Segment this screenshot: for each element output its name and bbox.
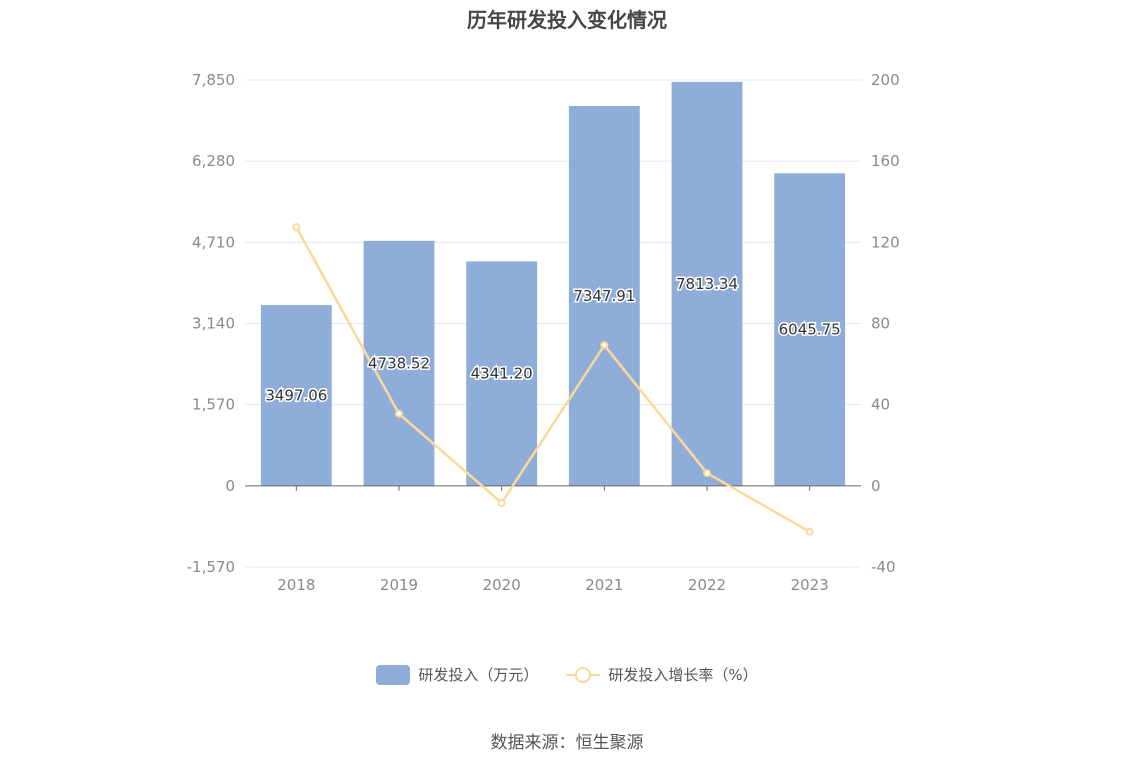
legend-item-line[interactable]: 研发投入增长率（%） (566, 664, 758, 685)
growth-point (292, 223, 301, 232)
bar-value-label: 4341.20 (471, 365, 533, 383)
bar-value-label: 7813.34 (676, 275, 738, 293)
y-right-tick-label: -40 (871, 558, 896, 576)
bar (260, 305, 332, 486)
bar-value-label: 3497.06 (265, 386, 327, 404)
y-left-tick-label: -1,570 (187, 558, 235, 576)
y-left-tick-label: 6,280 (192, 152, 235, 170)
growth-point (497, 498, 506, 507)
legend-line-swatch (566, 665, 601, 685)
bar (671, 81, 743, 486)
x-tick-label: 2018 (277, 576, 315, 594)
x-tick-label: 2019 (380, 576, 418, 594)
growth-point (703, 469, 711, 478)
x-tick-label: 2023 (791, 576, 829, 594)
growth-point (600, 341, 609, 350)
bar (774, 173, 846, 486)
y-right-tick-label: 80 (871, 315, 890, 333)
x-tick-label: 2021 (585, 576, 623, 594)
chart-title: 历年研发投入变化情况 (467, 8, 667, 32)
y-left-tick-label: 4,710 (192, 233, 235, 251)
bar (568, 105, 640, 486)
y-left-tick-label: 0 (225, 477, 235, 495)
bar (363, 240, 435, 486)
bar-value-label: 7347.91 (573, 287, 635, 305)
y-left-tick-label: 1,570 (192, 396, 235, 414)
y-right-tick-label: 120 (871, 233, 900, 251)
legend-bar-swatch (376, 664, 411, 685)
y-right-tick-label: 160 (871, 152, 900, 170)
bar (466, 261, 538, 486)
legend-line-label: 研发投入增长率（%） (608, 666, 758, 684)
growth-point (805, 527, 814, 536)
growth-point (395, 409, 403, 418)
y-left-tick-label: 7,850 (192, 71, 235, 89)
y-left-tick-label: 3,140 (192, 315, 235, 333)
bar-value-label: 6045.75 (779, 321, 841, 339)
y-right-tick-label: 200 (871, 71, 900, 89)
y-right-tick-label: 0 (871, 477, 881, 495)
x-tick-label: 2020 (483, 576, 521, 594)
chart-legend: 研发投入（万元） 研发投入增长率（%） (0, 664, 1134, 685)
data-source: 数据来源：恒生聚源 (490, 733, 644, 753)
x-tick-label: 2022 (688, 576, 726, 594)
y-right-tick-label: 40 (871, 396, 890, 414)
bar-value-label: 4738.52 (368, 354, 430, 372)
chart-canvas: -1,570 0 1,570 3,140 4,710 6,280 7,850 -40 0 40 80… (187, 71, 900, 594)
legend-item-bar[interactable]: 研发投入（万元） (376, 664, 538, 685)
growth-line (295, 226, 811, 533)
legend-bar-label: 研发投入（万元） (418, 666, 539, 684)
